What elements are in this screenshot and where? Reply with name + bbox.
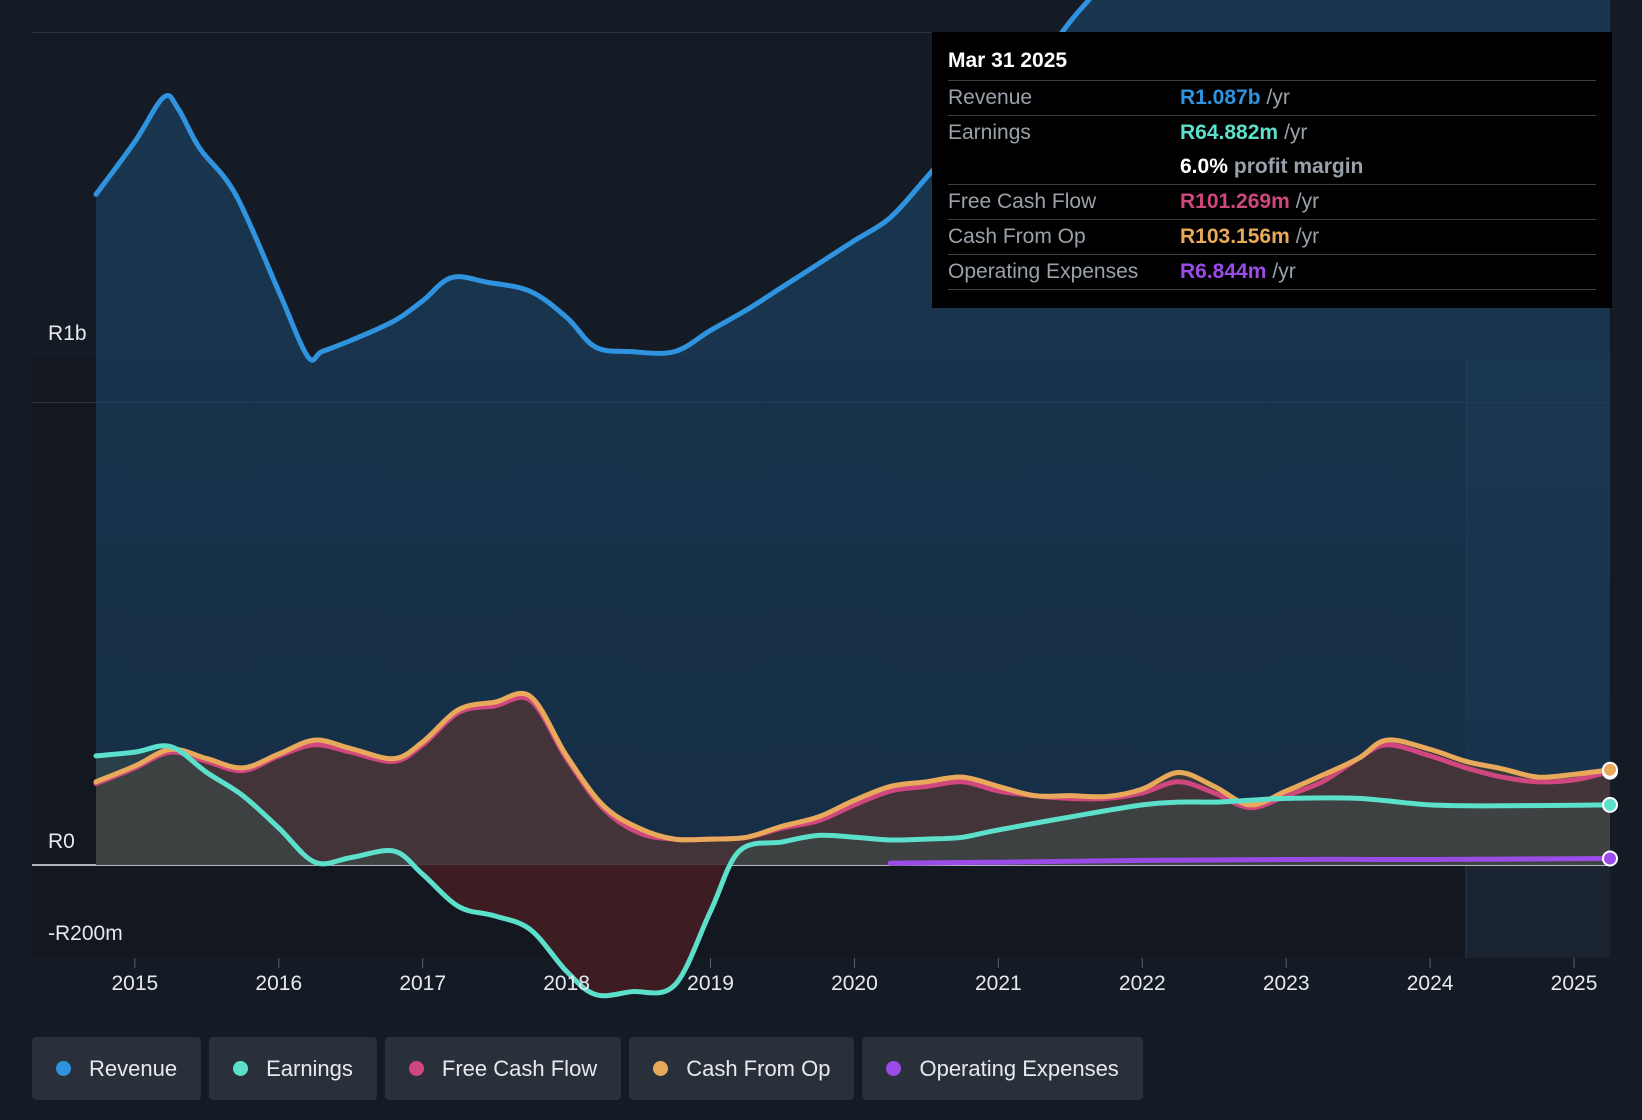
legend-label: Revenue — [89, 1055, 178, 1081]
earnings-line — [93, 743, 1613, 999]
revenue-line — [93, 0, 1093, 363]
y-tick-label: -R200m — [48, 922, 123, 945]
x-tick-label: 2018 — [543, 972, 590, 995]
legend-item-operating-expenses[interactable]: Operating Expenses — [862, 1037, 1143, 1100]
tooltip-row-free-cash-flow: Free Cash Flow R101.269m/yr — [948, 184, 1596, 219]
legend-item-free-cash-flow[interactable]: Free Cash Flow — [384, 1037, 622, 1100]
cash-from-op-end-dot — [1602, 761, 1618, 778]
tooltip-label: Revenue — [948, 86, 1033, 109]
tooltip-row-revenue: Revenue R1.087b/yr — [948, 80, 1596, 115]
tooltip-unit: /yr — [1295, 190, 1320, 213]
legend-label: Earnings — [266, 1055, 353, 1081]
earnings-negative-area — [96, 865, 1610, 996]
legend-label: Free Cash Flow — [441, 1055, 598, 1081]
tooltip-label: Operating Expenses — [948, 260, 1139, 283]
cash-from-op-line — [93, 690, 1613, 843]
earnings-area — [96, 745, 1610, 996]
legend-label: Cash From Op — [686, 1055, 831, 1081]
x-tick-label: 2023 — [1263, 972, 1310, 995]
tooltip-unit: /yr — [1272, 260, 1296, 283]
legend-label: Operating Expenses — [919, 1055, 1119, 1081]
operating-expenses-line — [887, 856, 1613, 866]
x-tick-label: 2016 — [255, 972, 302, 995]
tooltip-row-operating-expenses: Operating Expenses R6.844m/yr — [948, 254, 1596, 289]
legend-dot-icon — [408, 1061, 424, 1076]
y-tick-label: R1b — [48, 322, 87, 345]
tooltip-panel: Mar 31 2025 Revenue R1.087b/yr Earnings … — [932, 32, 1612, 308]
legend-dot-icon — [886, 1061, 902, 1076]
tooltip-value: R103.156m — [1180, 225, 1290, 248]
tooltip-row-cash-from-op: Cash From Op R103.156m/yr — [948, 219, 1596, 254]
earnings-end-dot — [1602, 796, 1618, 813]
tooltip-value: 6.0% — [1180, 155, 1228, 178]
operating-expenses-end-dot — [1602, 850, 1618, 867]
tooltip-label: Earnings — [948, 121, 1031, 144]
x-tick-label: 2024 — [1407, 972, 1454, 995]
tooltip-date: Mar 31 2025 — [948, 49, 1068, 72]
tooltip-divider — [948, 289, 1596, 291]
legend-dot-icon — [233, 1061, 249, 1076]
tooltip-value: R64.882m — [1180, 121, 1279, 144]
tooltip-row-profit-margin: 6.0% profit margin — [948, 150, 1596, 184]
legend-item-earnings[interactable]: Earnings — [209, 1037, 377, 1100]
legend-dot-icon — [56, 1061, 71, 1076]
x-tick-label: 2021 — [975, 972, 1022, 995]
x-tick-label: 2020 — [831, 972, 878, 995]
y-tick-label: R0 — [48, 830, 75, 853]
tooltip-label: Free Cash Flow — [948, 190, 1097, 213]
tooltip-unit: profit margin — [1233, 155, 1364, 178]
x-tick-label: 2025 — [1551, 972, 1598, 995]
tooltip-label: Cash From Op — [948, 225, 1086, 248]
x-tick-label: 2019 — [687, 972, 734, 995]
tooltip-label — [948, 150, 1180, 184]
tooltip-row-earnings: Earnings R64.882m/yr — [948, 115, 1596, 150]
tooltip-value: R101.269m — [1180, 190, 1290, 213]
tooltip-unit: /yr — [1266, 86, 1290, 109]
legend-item-cash-from-op[interactable]: Cash From Op — [629, 1037, 855, 1100]
tooltip-unit: /yr — [1295, 225, 1320, 248]
legend: Revenue Earnings Free Cash Flow Cash Fro… — [32, 1037, 1143, 1100]
legend-item-revenue[interactable]: Revenue — [32, 1037, 202, 1100]
tooltip-value: R1.087b — [1180, 86, 1261, 109]
x-tick-label: 2017 — [399, 972, 446, 995]
x-tick-label: 2022 — [1119, 972, 1166, 995]
x-tick-label: 2015 — [111, 972, 158, 995]
tooltip-unit: /yr — [1284, 121, 1308, 144]
legend-dot-icon — [653, 1061, 669, 1076]
tooltip-value: R6.844m — [1180, 260, 1267, 283]
